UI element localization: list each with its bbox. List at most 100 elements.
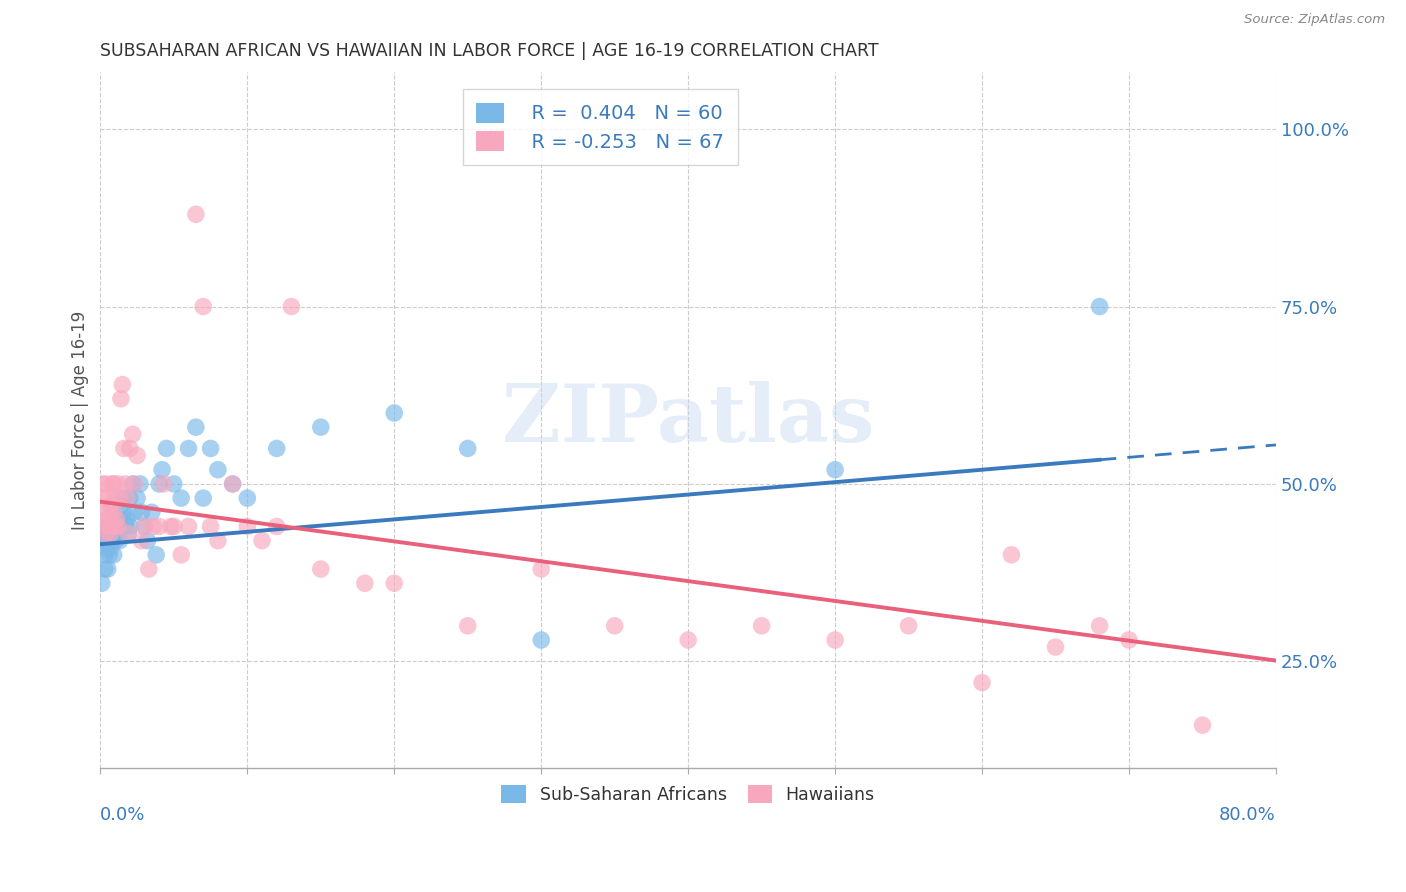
Point xyxy=(100,498,122,512)
Point xyxy=(104,519,127,533)
Point xyxy=(141,505,163,519)
Point xyxy=(160,519,183,533)
Point xyxy=(122,477,145,491)
Point xyxy=(530,632,553,647)
Point xyxy=(1045,640,1067,654)
Point xyxy=(110,498,132,512)
Point xyxy=(97,512,120,526)
Point xyxy=(118,491,141,505)
Point xyxy=(107,519,129,533)
Point xyxy=(100,526,122,541)
Point xyxy=(96,526,118,541)
Point xyxy=(148,519,170,533)
Point xyxy=(145,548,167,562)
Point xyxy=(382,576,405,591)
Point xyxy=(112,505,135,519)
Point xyxy=(184,420,207,434)
Point xyxy=(1118,632,1140,647)
Point xyxy=(970,675,993,690)
Point xyxy=(103,505,125,519)
Point xyxy=(107,477,129,491)
Point xyxy=(266,442,288,456)
Point xyxy=(98,548,121,562)
Point xyxy=(91,491,114,505)
Point xyxy=(105,512,128,526)
Point xyxy=(96,541,118,555)
Point xyxy=(127,449,149,463)
Point xyxy=(97,533,120,548)
Point xyxy=(108,491,131,505)
Point xyxy=(131,505,153,519)
Point xyxy=(207,533,229,548)
Point xyxy=(1088,619,1111,633)
Point xyxy=(457,619,479,633)
Point xyxy=(142,519,165,533)
Text: ZIPatlas: ZIPatlas xyxy=(502,381,875,459)
Point xyxy=(193,491,215,505)
Text: Source: ZipAtlas.com: Source: ZipAtlas.com xyxy=(1244,13,1385,27)
Text: SUBSAHARAN AFRICAN VS HAWAIIAN IN LABOR FORCE | AGE 16-19 CORRELATION CHART: SUBSAHARAN AFRICAN VS HAWAIIAN IN LABOR … xyxy=(100,42,879,60)
Point xyxy=(184,207,207,221)
Y-axis label: In Labor Force | Age 16-19: In Labor Force | Age 16-19 xyxy=(72,310,89,530)
Point xyxy=(155,442,177,456)
Point xyxy=(193,300,215,314)
Point xyxy=(112,442,135,456)
Point xyxy=(91,505,114,519)
Point xyxy=(280,300,302,314)
Point xyxy=(98,505,121,519)
Point xyxy=(103,548,125,562)
Point xyxy=(250,533,273,548)
Point xyxy=(603,619,626,633)
Point xyxy=(118,442,141,456)
Point xyxy=(676,632,699,647)
Point xyxy=(1000,548,1022,562)
Point xyxy=(236,491,259,505)
Point xyxy=(1088,300,1111,314)
Point xyxy=(200,519,222,533)
Point xyxy=(98,519,121,533)
Point xyxy=(121,427,143,442)
Point xyxy=(118,519,141,533)
Point xyxy=(207,463,229,477)
Point xyxy=(97,491,120,505)
Point xyxy=(96,477,118,491)
Point xyxy=(150,463,173,477)
Point xyxy=(91,533,114,548)
Point xyxy=(100,541,122,555)
Point xyxy=(382,406,405,420)
Point xyxy=(163,519,186,533)
Point xyxy=(134,519,156,533)
Point xyxy=(236,519,259,533)
Point xyxy=(117,526,139,541)
Point xyxy=(96,526,118,541)
Point xyxy=(530,562,553,576)
Point xyxy=(122,505,145,519)
Point xyxy=(824,632,846,647)
Point xyxy=(897,619,920,633)
Point xyxy=(114,519,136,533)
Point xyxy=(108,512,131,526)
Point xyxy=(751,619,773,633)
Point xyxy=(170,548,193,562)
Point xyxy=(309,562,332,576)
Point xyxy=(148,477,170,491)
Point xyxy=(101,533,124,548)
Point xyxy=(129,477,152,491)
Point xyxy=(107,519,129,533)
Point xyxy=(105,526,128,541)
Legend: Sub-Saharan Africans, Hawaiians: Sub-Saharan Africans, Hawaiians xyxy=(495,779,882,811)
Point xyxy=(103,526,125,541)
Point xyxy=(177,442,200,456)
Text: 80.0%: 80.0% xyxy=(1219,806,1277,824)
Point xyxy=(111,491,134,505)
Point xyxy=(221,477,243,491)
Point xyxy=(100,526,122,541)
Point xyxy=(97,562,120,576)
Point xyxy=(163,477,186,491)
Point xyxy=(309,420,332,434)
Point xyxy=(200,442,222,456)
Point xyxy=(94,562,117,576)
Point xyxy=(127,491,149,505)
Point xyxy=(138,562,160,576)
Point xyxy=(104,491,127,505)
